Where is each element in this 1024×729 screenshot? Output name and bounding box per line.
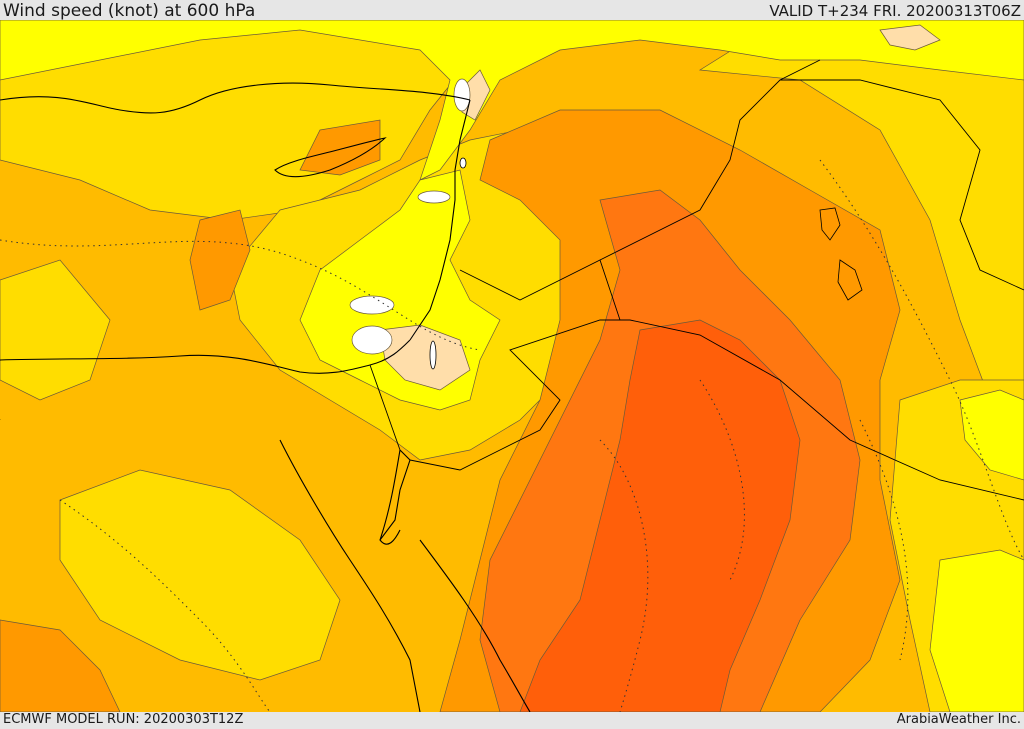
wind-speed-map[interactable] — [0, 20, 1024, 712]
band-orange-cyprus — [299, 119, 381, 176]
pale-dead-sea — [379, 324, 471, 391]
white-blob-1 — [349, 295, 395, 315]
dotted-isotachs — [0, 159, 1024, 712]
header-bar: Wind speed (knot) at 600 hPa VALID T+234… — [0, 0, 1024, 20]
pale-top-right — [879, 24, 941, 51]
credit-label: ArabiaWeather Inc. — [896, 712, 1021, 727]
band-red-core — [519, 319, 801, 712]
band-light-sw — [59, 469, 341, 681]
band-light-ne — [698, 20, 1024, 421]
band-orange-west — [189, 209, 251, 311]
band-yellow-se — [929, 549, 1024, 712]
footer-bar: ECMWF MODEL RUN: 20200303T12Z ArabiaWeat… — [0, 712, 1024, 729]
lakes-and-gulfs — [429, 157, 863, 370]
map-title: Wind speed (knot) at 600 hPa — [3, 1, 256, 21]
white-blob-2 — [351, 325, 393, 355]
band-light-west — [0, 259, 111, 401]
political-borders — [0, 59, 1024, 501]
valid-time: VALID T+234 FRI. 20200313T06Z — [769, 2, 1021, 20]
model-run-label: ECMWF MODEL RUN: 20200303T12Z — [3, 712, 244, 727]
coastlines — [0, 82, 531, 712]
white-blob-3 — [417, 190, 451, 204]
band-yellow-east — [959, 389, 1024, 481]
white-blob-4 — [453, 78, 471, 112]
band-orange-sw — [0, 619, 121, 712]
